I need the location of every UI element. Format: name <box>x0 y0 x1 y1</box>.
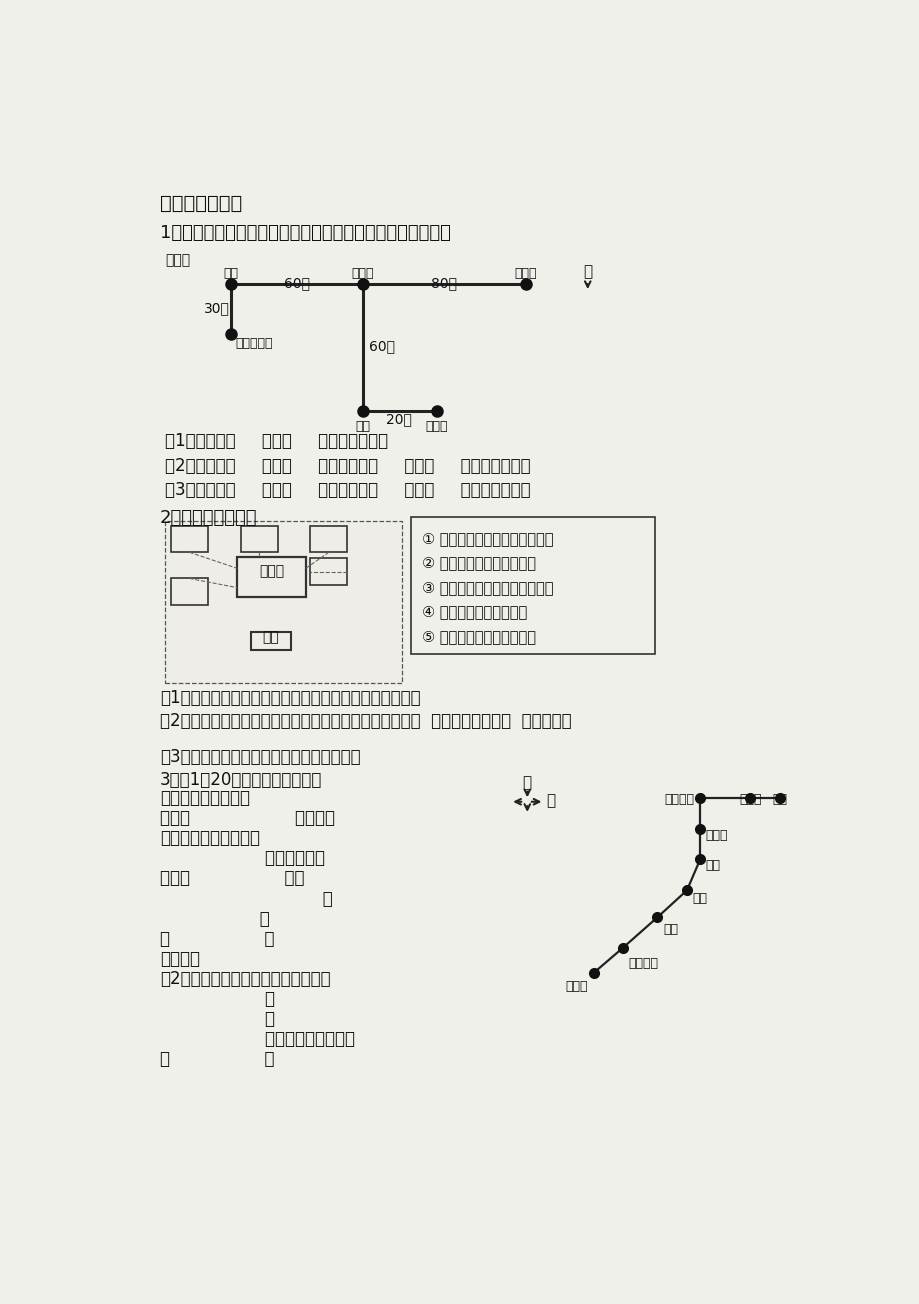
Text: 站: 站 <box>160 910 269 927</box>
Text: 站到新新小区，再向（: 站到新新小区，再向（ <box>160 829 260 848</box>
Text: 80米: 80米 <box>431 276 457 289</box>
Text: 小树林: 小树林 <box>259 565 284 579</box>
Text: 医院: 医院 <box>705 859 720 872</box>
Text: 2、根据描述填图。: 2、根据描述填图。 <box>160 509 257 527</box>
Text: 体育馆。: 体育馆。 <box>160 949 199 968</box>
Text: 大门: 大门 <box>262 630 278 644</box>
Text: （3）请你写一写从大门到鸟的天堂的路线：: （3）请你写一写从大门到鸟的天堂的路线： <box>160 747 360 765</box>
Bar <box>310 558 347 584</box>
Bar <box>240 526 278 553</box>
Text: （2）格格向（     ）走（     ）米，再向（     ）走（     ）米到电影院。: （2）格格向（ ）走（ ）米，再向（ ）走（ ）米到电影院。 <box>165 456 530 475</box>
Text: 60米: 60米 <box>369 339 395 353</box>
Text: 格格家: 格格家 <box>425 420 448 433</box>
Text: （2）小明从大门进去，想到虎山去玩，那么他可以先向（  ）方向走，再朝（  ）方向走。: （2）小明从大门进去，想到虎山去玩，那么他可以先向（ ）方向走，再朝（ ）方向走… <box>160 712 571 730</box>
Text: （1）奇奇向（     ）走（     ）米到电影院。: （1）奇奇向（ ）走（ ）米到电影院。 <box>165 432 388 450</box>
Bar <box>171 526 208 553</box>
Text: 二、解决问题：: 二、解决问题： <box>160 193 242 213</box>
Text: 新新小区: 新新小区 <box>628 957 657 970</box>
Bar <box>237 557 305 597</box>
Text: 电影院: 电影院 <box>351 266 374 279</box>
Bar <box>171 579 208 605</box>
Text: 行: 行 <box>160 1009 275 1028</box>
Text: （                  （: （ （ <box>160 930 274 948</box>
Text: 邮局: 邮局 <box>223 266 239 279</box>
Text: 南园: 南园 <box>663 923 677 936</box>
Text: 北: 北 <box>522 776 531 790</box>
Text: ⑤ 虎山在小树林的西北角。: ⑤ 虎山在小树林的西北角。 <box>422 630 536 644</box>
Text: ④ 猴山在小树林的北面；: ④ 猴山在小树林的北面； <box>422 605 527 619</box>
Text: 驶）站到百货商店，: 驶）站到百货商店， <box>160 1030 355 1047</box>
Text: 行驶（                  再向: 行驶（ 再向 <box>160 870 304 888</box>
Bar <box>250 631 290 651</box>
Bar <box>411 516 654 653</box>
Text: 20米: 20米 <box>386 412 412 426</box>
Text: 北: 北 <box>583 265 592 279</box>
Text: 图：皮皮家: 图：皮皮家 <box>235 338 272 351</box>
Text: 书店: 书店 <box>355 420 370 433</box>
Text: 60米: 60米 <box>284 276 310 289</box>
Text: （2）从机场到南园的行驶路线是：向: （2）从机场到南园的行驶路线是：向 <box>160 970 330 987</box>
Text: 菜场: 菜场 <box>692 892 707 905</box>
Text: 火车站: 火车站 <box>564 981 587 994</box>
Text: 汽车站: 汽车站 <box>739 793 761 806</box>
Text: （3）皮皮向（     ）走（     ）米，再向（     ）走（     ）米到电影院。: （3）皮皮向（ ）走（ ）米，再向（ ）走（ ）米到电影院。 <box>165 481 530 499</box>
Text: 育馆的行驶路线是：: 育馆的行驶路线是： <box>160 789 250 807</box>
Text: （1）根据上面的描述，用序号在方框中标出它们的位置。: （1）根据上面的描述，用序号在方框中标出它们的位置。 <box>160 690 420 707</box>
Text: ）站到菜场，: ）站到菜场， <box>160 849 324 867</box>
Text: 机场: 机场 <box>772 793 787 806</box>
Text: （                  （: （ （ <box>160 1050 274 1068</box>
Text: 体育馆: 体育馆 <box>705 828 727 841</box>
Text: ③ 海底世界在小树林的西南角；: ③ 海底世界在小树林的西南角； <box>422 580 553 595</box>
Bar <box>165 522 402 683</box>
Bar <box>310 526 347 553</box>
Text: ）: ） <box>160 990 275 1008</box>
Text: 东: 东 <box>545 793 554 807</box>
Text: ① 鸟的天堂在小树林的东北角；: ① 鸟的天堂在小树林的东北角； <box>422 531 553 545</box>
Text: 图标：: 图标： <box>165 253 190 267</box>
Text: 先向（                    ）行驶（: 先向（ ）行驶（ <box>160 810 335 828</box>
Text: 3、（1）20路汽车从火车站到体: 3、（1）20路汽车从火车站到体 <box>160 771 322 789</box>
Text: 30米: 30米 <box>204 301 230 316</box>
Text: 1、三个小朋友都从家出发去看电影，请你根据下图填一填。: 1、三个小朋友都从家出发去看电影，请你根据下图填一填。 <box>160 224 450 243</box>
Text: ）: ） <box>160 889 333 908</box>
Text: 奇奇家: 奇奇家 <box>514 266 537 279</box>
Text: 百货商店: 百货商店 <box>664 793 693 806</box>
Text: ② 熊猫馆在小树林的东面；: ② 熊猫馆在小树林的东面； <box>422 556 536 570</box>
